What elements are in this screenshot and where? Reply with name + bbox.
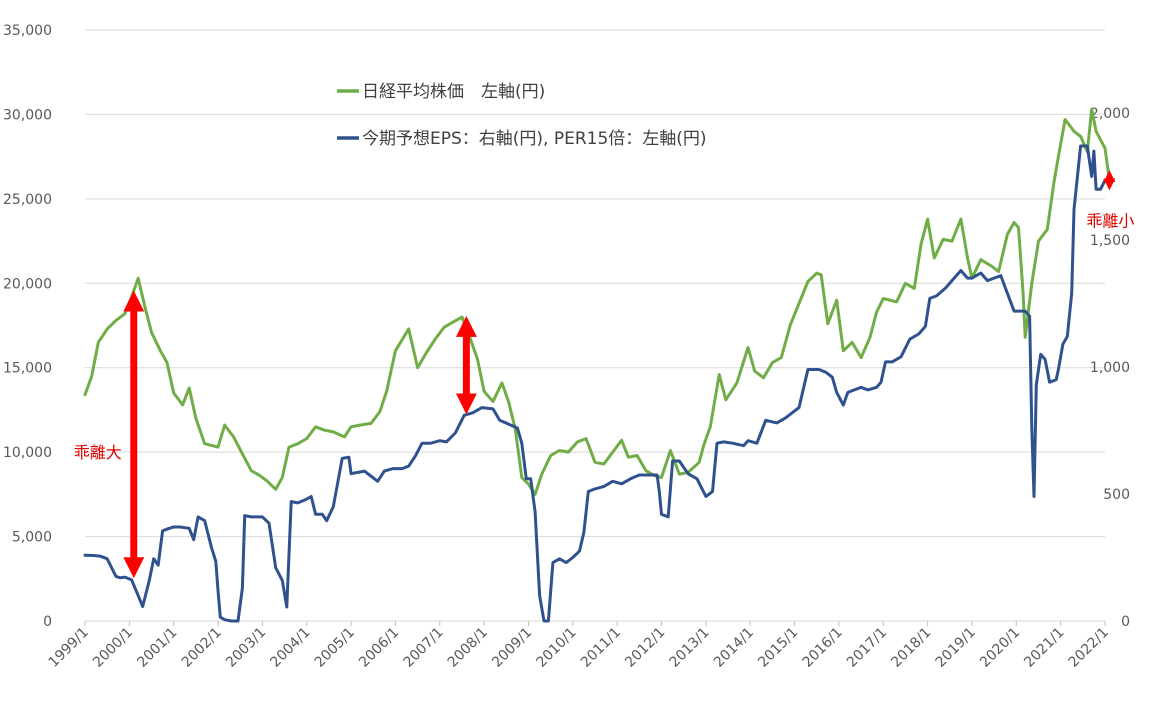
legend-label-nikkei: 日経平均株価 左軸(円) [362, 82, 545, 102]
y-left-tick-label: 10,000 [3, 445, 52, 461]
x-tick-label: 2007/1 [400, 625, 446, 671]
x-tick-label: 2009/1 [489, 625, 535, 671]
x-tick-label: 2000/1 [90, 625, 136, 671]
x-tick-label: 2017/1 [844, 625, 890, 671]
legend-label-eps: 今期予想EPS：右軸(円), PER15倍：左軸(円) [362, 129, 707, 149]
x-tick-label: 2010/1 [534, 625, 580, 671]
y-right-tick-label: 2,000 [1090, 106, 1130, 122]
y-right-tick-label: 1,000 [1090, 360, 1130, 376]
x-tick-label: 2019/1 [933, 625, 979, 671]
annotations: 乖離大 乖離小 [74, 170, 1134, 579]
y-right-tick-label: 0 [1121, 614, 1130, 630]
y-left-tick-label: 30,000 [3, 107, 52, 123]
y-left-tick-label: 25,000 [3, 192, 52, 208]
x-tick-label: 2022/1 [1066, 625, 1112, 671]
x-tick-label: 2016/1 [800, 625, 846, 671]
x-tick-label: 2011/1 [578, 625, 624, 671]
series-layer [83, 107, 1110, 623]
x-tick-label: 2001/1 [134, 625, 180, 671]
x-tick-label: 2015/1 [755, 625, 801, 671]
y-left-tick-label: 35,000 [3, 23, 52, 39]
x-tick-label: 2003/1 [223, 625, 269, 671]
series-line-nikkei [83, 107, 1110, 496]
x-tick-label: 2021/1 [1021, 625, 1067, 671]
legend: 日経平均株価 左軸(円) 今期予想EPS：右軸(円), PER15倍：左軸(円) [337, 82, 707, 149]
x-tick-label: 2002/1 [179, 625, 225, 671]
y-left-tick-label: 0 [43, 614, 52, 630]
y-left-tick-label: 20,000 [3, 276, 52, 292]
x-tick-label: 2006/1 [356, 625, 402, 671]
x-tick-label: 2020/1 [977, 625, 1023, 671]
gap-label: 乖離大 [74, 443, 122, 462]
y-left-tick-label: 15,000 [3, 361, 52, 377]
y-left-tick-label: 5,000 [12, 530, 52, 546]
x-tick-label: 1999/1 [46, 625, 92, 671]
right-axis-ticks: 0 500 1,000 1,500 2,000 [1090, 106, 1130, 630]
x-tick-label: 2005/1 [312, 625, 358, 671]
series-line-eps [83, 144, 1107, 623]
x-tick-label: 2008/1 [445, 625, 491, 671]
x-tick-label: 2014/1 [711, 625, 757, 671]
y-right-tick-label: 500 [1103, 487, 1130, 503]
y-right-tick-label: 1,500 [1090, 233, 1130, 249]
x-tick-label: 2018/1 [888, 625, 934, 671]
gridlines [85, 29, 1105, 622]
x-axis-ticks: 1999/12000/12001/12002/12003/12004/12005… [46, 621, 1112, 671]
gap-label: 乖離小 [1086, 211, 1134, 230]
x-tick-label: 2013/1 [667, 625, 713, 671]
x-tick-label: 2012/1 [622, 625, 668, 671]
left-axis-ticks: 0 5,000 10,000 15,000 20,000 25,000 30,000 35,0… [3, 23, 52, 630]
x-tick-label: 2004/1 [267, 625, 313, 671]
